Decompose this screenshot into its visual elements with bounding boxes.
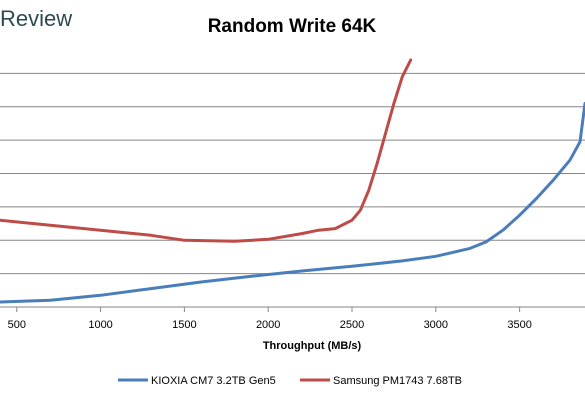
x-tick-labels: 500 1000 1500 2000 2500 3000 3500	[8, 307, 532, 331]
legend-label-1: KIOXIA CM7 3.2TB Gen5	[151, 375, 276, 387]
x-tick-label: 1000	[88, 319, 112, 331]
brand-logo-text: Review	[0, 6, 72, 31]
x-tick-label: 2500	[340, 319, 364, 331]
gridlines	[0, 72, 585, 275]
x-tick-label: 2000	[256, 319, 280, 331]
series-line-2	[0, 58, 413, 243]
legend: KIOXIA CM7 3.2TB Gen5 Samsung PM1743 7.68…	[118, 375, 462, 387]
x-tick-label: 500	[8, 319, 26, 331]
series-line-1	[0, 101, 585, 304]
chart-title: Random Write 64K	[208, 16, 377, 37]
x-tick-label: 3000	[424, 319, 448, 331]
legend-label-2: Samsung PM1743 7.68TB	[333, 375, 462, 387]
x-tick-label: 1500	[172, 319, 196, 331]
series-lines	[0, 58, 585, 304]
x-axis-label: Throughput (MB/s)	[263, 340, 362, 352]
x-tick-label: 3500	[507, 319, 531, 331]
